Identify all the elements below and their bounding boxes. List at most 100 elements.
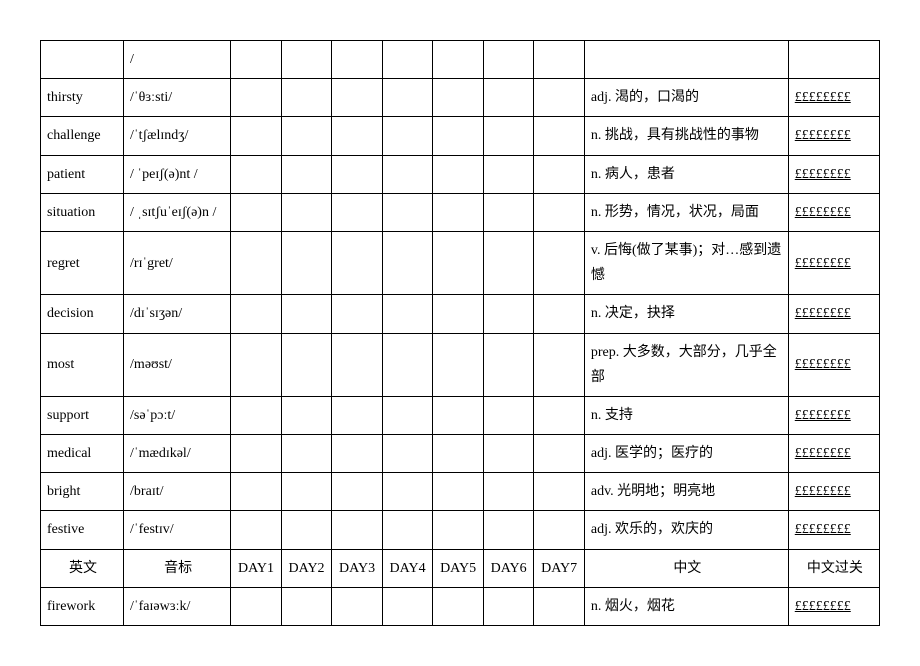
cell-day7 xyxy=(534,231,585,294)
cell-pass: ££££££££ xyxy=(788,473,879,511)
cell-day7 xyxy=(534,473,585,511)
cell-day2 xyxy=(281,41,332,79)
table-row: challenge /ˈtʃælɪndʒ/ n. 挑战，具有挑战性的事物 £££… xyxy=(41,117,880,155)
cell-day2 xyxy=(281,155,332,193)
cell-ipa: /səˈpɔːt/ xyxy=(124,396,231,434)
cell-day4 xyxy=(382,396,433,434)
cell-day1 xyxy=(231,193,282,231)
cell-chinese: adj. 欢乐的，欢庆的 xyxy=(584,511,788,549)
cell-day4 xyxy=(382,295,433,333)
cell-day2 xyxy=(281,295,332,333)
cell-pass: ££££££££ xyxy=(788,193,879,231)
cell-day7 xyxy=(534,155,585,193)
cell-day1 xyxy=(231,396,282,434)
cell-day7 xyxy=(534,117,585,155)
cell-day5 xyxy=(433,231,484,294)
cell-day3 xyxy=(332,79,383,117)
cell-day6 xyxy=(483,41,534,79)
header-day5: DAY5 xyxy=(433,549,484,587)
cell-ipa: / xyxy=(124,41,231,79)
cell-english: most xyxy=(41,333,124,396)
cell-english xyxy=(41,41,124,79)
table-row: most /məʊst/ prep. 大多数，大部分，几乎全部 ££££££££ xyxy=(41,333,880,396)
cell-day3 xyxy=(332,41,383,79)
cell-day6 xyxy=(483,155,534,193)
cell-day7 xyxy=(534,79,585,117)
cell-pass: ££££££££ xyxy=(788,231,879,294)
cell-day6 xyxy=(483,333,534,396)
cell-chinese: n. 支持 xyxy=(584,396,788,434)
cell-day1 xyxy=(231,295,282,333)
header-english: 英文 xyxy=(41,549,124,587)
cell-day3 xyxy=(332,511,383,549)
cell-pass: ££££££££ xyxy=(788,333,879,396)
cell-ipa: /ˈfestɪv/ xyxy=(124,511,231,549)
cell-day7 xyxy=(534,295,585,333)
cell-day3 xyxy=(332,193,383,231)
cell-day7 xyxy=(534,333,585,396)
cell-day5 xyxy=(433,155,484,193)
cell-day5 xyxy=(433,396,484,434)
table-row: bright /braɪt/ adv. 光明地；明亮地 ££££££££ xyxy=(41,473,880,511)
cell-chinese: adj. 渴的，口渴的 xyxy=(584,79,788,117)
cell-ipa: /dɪˈsɪʒən/ xyxy=(124,295,231,333)
cell-day5 xyxy=(433,79,484,117)
table-row: / xyxy=(41,41,880,79)
cell-english: decision xyxy=(41,295,124,333)
cell-day3 xyxy=(332,435,383,473)
cell-day7 xyxy=(534,435,585,473)
header-day7: DAY7 xyxy=(534,549,585,587)
cell-pass: ££££££££ xyxy=(788,587,879,625)
cell-day3 xyxy=(332,117,383,155)
cell-day6 xyxy=(483,396,534,434)
header-pass: 中文过关 xyxy=(788,549,879,587)
cell-english: thirsty xyxy=(41,79,124,117)
cell-ipa: /məʊst/ xyxy=(124,333,231,396)
table-header-row: 英文 音标 DAY1 DAY2 DAY3 DAY4 DAY5 DAY6 DAY7… xyxy=(41,549,880,587)
cell-day1 xyxy=(231,79,282,117)
vocab-table: / thirsty /ˈθɜːsti/ adj. 渴的，口渴的 ££££££££… xyxy=(40,40,880,626)
cell-day2 xyxy=(281,511,332,549)
cell-day1 xyxy=(231,41,282,79)
cell-day5 xyxy=(433,333,484,396)
cell-chinese: n. 形势，情况，状况，局面 xyxy=(584,193,788,231)
cell-day4 xyxy=(382,511,433,549)
cell-day5 xyxy=(433,473,484,511)
cell-english: firework xyxy=(41,587,124,625)
cell-day2 xyxy=(281,587,332,625)
cell-day5 xyxy=(433,511,484,549)
cell-day1 xyxy=(231,117,282,155)
table-row: decision /dɪˈsɪʒən/ n. 决定，抉择 ££££££££ xyxy=(41,295,880,333)
cell-english: festive xyxy=(41,511,124,549)
cell-chinese: v. 后悔(做了某事)；对…感到遗憾 xyxy=(584,231,788,294)
cell-english: situation xyxy=(41,193,124,231)
cell-english: patient xyxy=(41,155,124,193)
cell-day7 xyxy=(534,587,585,625)
cell-ipa: /braɪt/ xyxy=(124,473,231,511)
cell-day6 xyxy=(483,117,534,155)
cell-ipa: / ˈpeɪʃ(ə)nt / xyxy=(124,155,231,193)
cell-day1 xyxy=(231,333,282,396)
cell-day2 xyxy=(281,396,332,434)
cell-day6 xyxy=(483,435,534,473)
cell-day4 xyxy=(382,155,433,193)
cell-pass: ££££££££ xyxy=(788,155,879,193)
cell-day7 xyxy=(534,511,585,549)
cell-chinese: n. 挑战，具有挑战性的事物 xyxy=(584,117,788,155)
cell-day2 xyxy=(281,333,332,396)
cell-ipa: /ˈfaɪəwɜːk/ xyxy=(124,587,231,625)
cell-pass: ££££££££ xyxy=(788,117,879,155)
table-row: situation / ˌsɪtʃuˈeɪʃ(ə)n / n. 形势，情况，状况… xyxy=(41,193,880,231)
cell-day7 xyxy=(534,396,585,434)
table-row: patient / ˈpeɪʃ(ə)nt / n. 病人，患者 ££££££££ xyxy=(41,155,880,193)
cell-day3 xyxy=(332,333,383,396)
cell-day6 xyxy=(483,511,534,549)
cell-pass: ££££££££ xyxy=(788,511,879,549)
cell-pass xyxy=(788,41,879,79)
cell-day4 xyxy=(382,473,433,511)
cell-day5 xyxy=(433,587,484,625)
cell-english: regret xyxy=(41,231,124,294)
cell-day6 xyxy=(483,295,534,333)
table-row: support /səˈpɔːt/ n. 支持 ££££££££ xyxy=(41,396,880,434)
table-row: thirsty /ˈθɜːsti/ adj. 渴的，口渴的 ££££££££ xyxy=(41,79,880,117)
